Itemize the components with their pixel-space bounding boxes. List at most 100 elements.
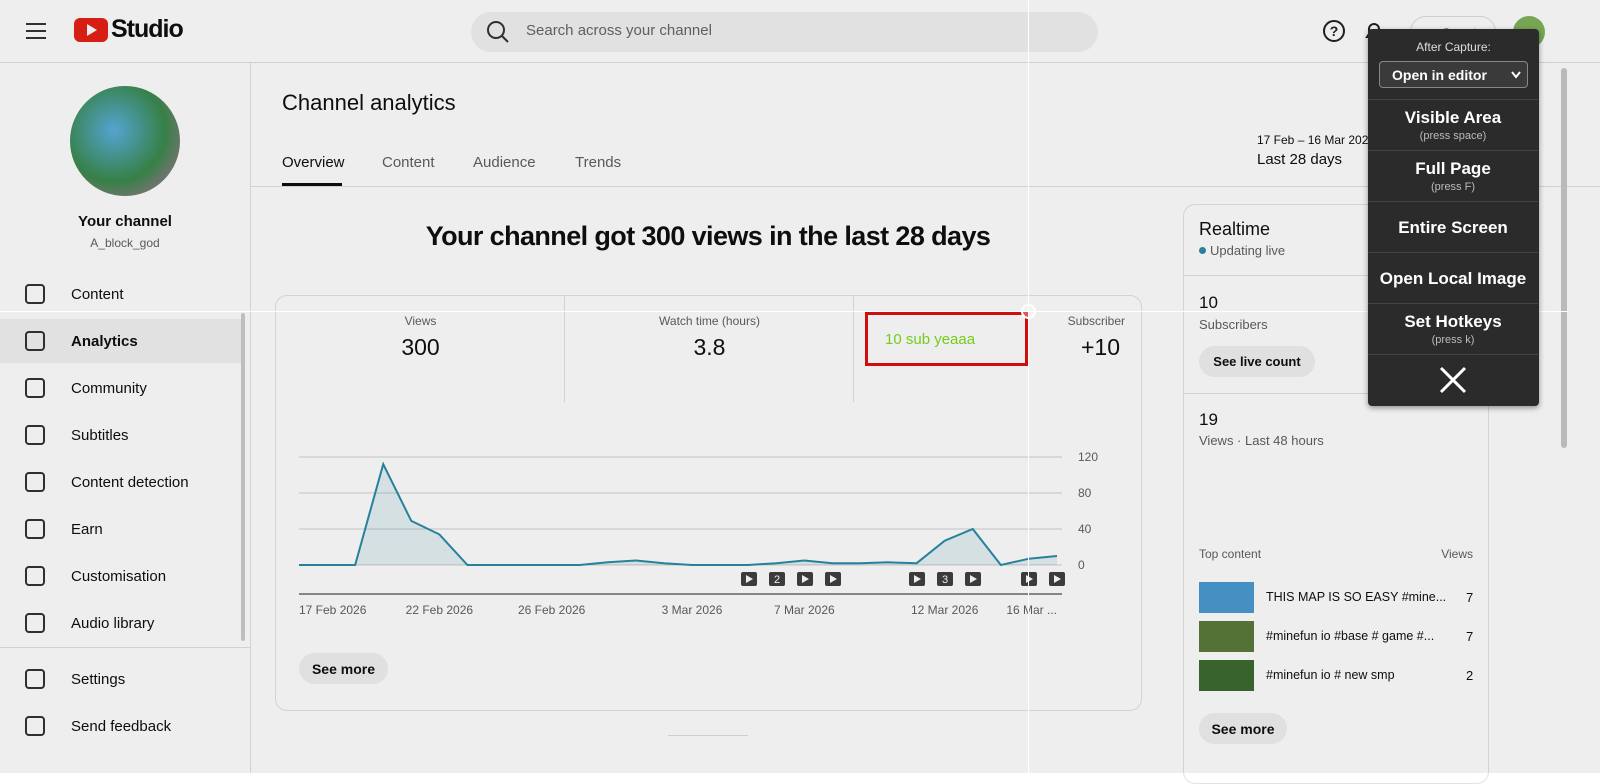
nav-item[interactable]: Content detection [0, 460, 244, 504]
menu-button[interactable] [26, 22, 48, 40]
headline: Your channel got 300 views in the last 2… [425, 221, 991, 251]
x-tick-label: 16 Mar ... [1006, 603, 1057, 617]
menu-item[interactable]: Set Hotkeys (press k) [1368, 303, 1538, 355]
live-dot [1199, 247, 1206, 254]
metric-label: Views [404, 314, 437, 328]
tab[interactable]: Trends [575, 154, 622, 171]
close-icon [1439, 366, 1467, 394]
subscriber-label: Subscribers [1199, 317, 1268, 332]
period[interactable]: Last 28 days [1257, 151, 1343, 168]
x-tick-label: 22 Feb 2026 [406, 603, 474, 617]
icon-shape [25, 472, 45, 492]
icon-shape [25, 378, 45, 398]
top-content-label: Top content [1199, 547, 1262, 561]
menu-item[interactable]: Full Page (press F) [1368, 150, 1538, 202]
crosshair-horizontal [0, 311, 1568, 312]
nav-item[interactable]: Analytics [0, 319, 244, 363]
menu-item-hint: (press k) [1431, 334, 1475, 346]
menu-item-hint: (press space) [1419, 130, 1487, 142]
icon-shape [25, 566, 45, 586]
icon-shape [25, 519, 45, 539]
metric-label: Watch time (hours) [659, 314, 760, 328]
nav-icon [25, 284, 45, 304]
line [299, 461, 1058, 567]
thumbnail[interactable] [1199, 660, 1254, 691]
search-placeholder: Search across your channel [526, 22, 712, 39]
nav-label: Content [71, 285, 124, 303]
nav-icon [25, 472, 45, 492]
nav-item[interactable]: Community [0, 366, 244, 410]
nav-item[interactable]: Audio library [0, 601, 244, 645]
divider [853, 296, 854, 402]
views-label: Views · Last 48 hours [1199, 433, 1324, 448]
menu-item[interactable]: Open Local Image [1368, 252, 1538, 304]
tabs-divider [251, 186, 1600, 187]
tab[interactable]: Content [382, 154, 435, 171]
menu-item-label: Visible Area [1404, 108, 1502, 127]
icon-shape [25, 425, 45, 445]
marker-count[interactable]: 3 [942, 574, 948, 586]
thumbnail[interactable] [1199, 582, 1254, 613]
nav-icon [25, 613, 45, 633]
date-range: 17 Feb – 16 Mar 2026 [1257, 133, 1376, 147]
y-tick-label: 40 [1078, 522, 1092, 536]
live-count-button[interactable]: See live count [1199, 346, 1315, 377]
nav-item[interactable]: Settings [0, 657, 244, 701]
crosshair-vertical [1028, 0, 1029, 773]
metric-label: Subscriber [1067, 314, 1125, 328]
nav-item[interactable]: Send feedback [0, 704, 244, 748]
icon-shape [25, 669, 45, 689]
nav-item[interactable]: Customisation [0, 554, 244, 598]
y-tick-label: 80 [1078, 486, 1092, 500]
nav-label: Analytics [71, 332, 138, 350]
menu-item-label: Full Page [1415, 159, 1491, 178]
icon-shape [25, 716, 45, 736]
nav-item[interactable]: Earn [0, 507, 244, 551]
menu-item[interactable]: Entire Screen [1368, 201, 1538, 253]
video-views: 7 [1466, 629, 1474, 644]
views-count: 19 [1199, 410, 1218, 429]
nav-label: Send feedback [71, 717, 172, 735]
icon-shape [25, 331, 45, 351]
divider [1183, 275, 1489, 276]
video-title[interactable]: THIS MAP IS SO EASY #mine... [1266, 590, 1447, 604]
tab-underline [282, 183, 342, 186]
sidebar-scrollbar[interactable] [241, 313, 245, 641]
nav-item[interactable]: Subtitles [0, 413, 244, 457]
video-title[interactable]: #minefun io #base # game #... [1266, 629, 1435, 643]
x-tick-label: 7 Mar 2026 [774, 603, 835, 617]
page-scrollbar[interactable] [1561, 68, 1567, 448]
see-more-button[interactable]: See more [299, 653, 388, 684]
menu-item-label: Set Hotkeys [1404, 312, 1502, 331]
x-tick-label: 26 Feb 2026 [518, 603, 586, 617]
thumbnail[interactable] [1199, 621, 1254, 652]
video-title[interactable]: #minefun io # new smp [1266, 668, 1395, 682]
select-value: Open in editor [1392, 67, 1487, 83]
tab[interactable]: Audience [473, 154, 536, 171]
nav-label: Earn [71, 520, 103, 538]
nav-icon [25, 331, 45, 351]
nav-label: Subtitles [71, 426, 129, 444]
nav-item[interactable]: Content [0, 272, 244, 316]
tab[interactable]: Overview [282, 154, 345, 171]
nav-label: Settings [71, 670, 126, 688]
logo-text[interactable]: Studio [111, 15, 184, 43]
metric-value: 3.8 [693, 334, 726, 360]
after-capture-select[interactable]: Open in editor [1379, 61, 1528, 88]
nav-icon [25, 566, 45, 586]
realtime-status: Updating live [1210, 243, 1286, 258]
marker-count[interactable]: 2 [774, 574, 780, 586]
channel-handle: A_block_god [90, 236, 160, 250]
help-icon[interactable]: ? [1322, 19, 1346, 43]
menu-item-hint: (press F) [1431, 181, 1475, 193]
channel-avatar[interactable] [70, 86, 180, 196]
x-tick-label: 17 Feb 2026 [299, 603, 367, 617]
see-more-button[interactable]: See more [1199, 713, 1287, 744]
menu-item[interactable]: Visible Area (press space) [1368, 99, 1538, 151]
search-box[interactable] [471, 12, 1098, 52]
top-content-views-label: Views [1441, 547, 1473, 561]
close-button[interactable] [1368, 354, 1538, 404]
